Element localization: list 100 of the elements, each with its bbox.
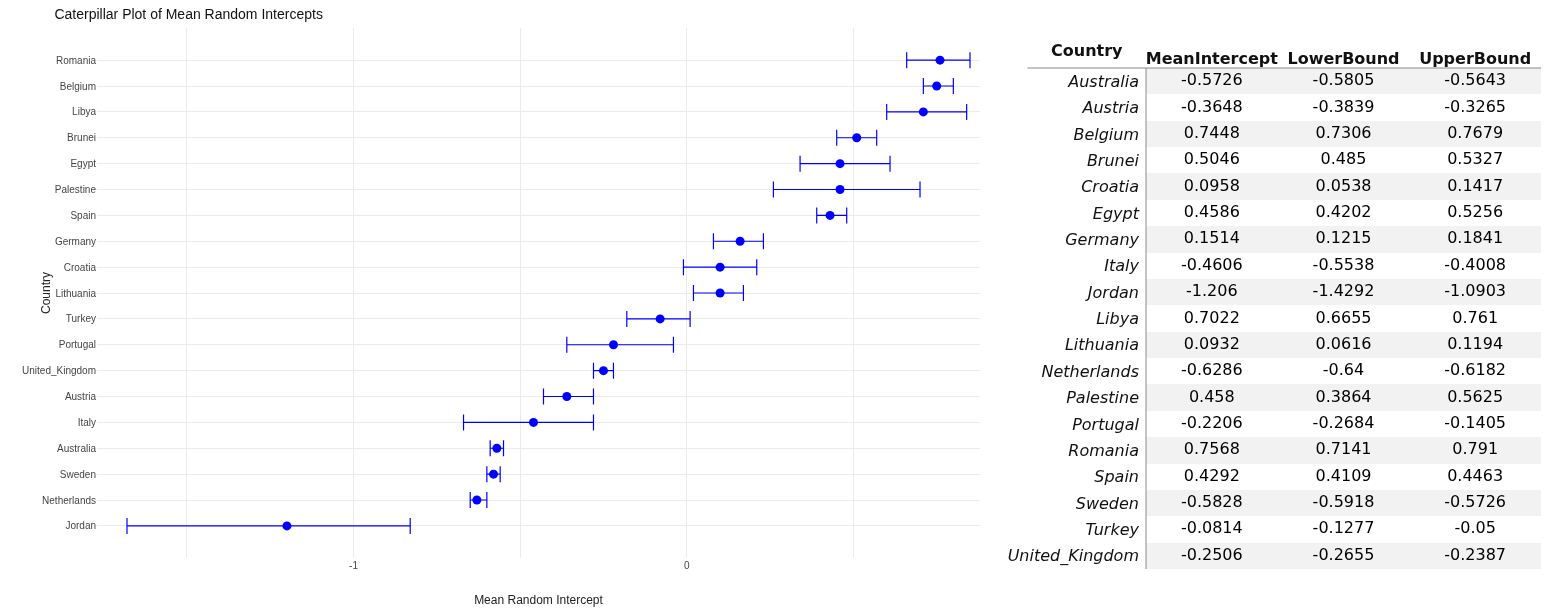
data-label: -0.5918 <box>1312 492 1375 512</box>
category-label: Italy <box>1104 256 1140 276</box>
category-label: Portugal <box>1072 414 1140 434</box>
data-label: 0.0958 <box>1183 175 1240 195</box>
category-label: Palestine <box>1066 388 1140 408</box>
x-tick-label: -1 <box>349 560 359 571</box>
y-tick-label: Croatia <box>63 261 97 273</box>
data-label: 0.4463 <box>1447 465 1504 485</box>
point <box>282 521 292 531</box>
point <box>715 288 725 298</box>
y-tick-label: Lithuania <box>55 287 97 299</box>
point <box>852 133 862 143</box>
point <box>935 55 945 65</box>
data-label: 0.1514 <box>1183 228 1240 248</box>
chart-title: Caterpillar Plot of Mean Random Intercepts <box>54 5 323 22</box>
data-label: 0.7306 <box>1315 122 1372 142</box>
y-tick-label: Jordan <box>65 520 96 532</box>
category-label: Austria <box>1081 98 1139 118</box>
point <box>529 417 538 427</box>
data-label: 0.1417 <box>1447 175 1504 195</box>
text: Country <box>1051 41 1124 60</box>
y-tick-label: Belgium <box>59 80 96 92</box>
data-label: -0.3265 <box>1444 96 1507 116</box>
data-label: -0.3839 <box>1312 96 1375 116</box>
data-label: 0.485 <box>1320 149 1367 169</box>
point <box>715 262 725 272</box>
data-label: -1.4292 <box>1312 281 1375 301</box>
data-label: 0.5256 <box>1447 202 1504 222</box>
data-label: 0.791 <box>1452 439 1499 459</box>
data-label: -0.4008 <box>1444 254 1507 274</box>
y-tick-label: Palestine <box>54 184 97 195</box>
legend-label: LowerBound <box>1287 48 1400 68</box>
data-label: 0.4202 <box>1315 202 1372 222</box>
point <box>655 314 665 324</box>
y-tick-label: Egypt <box>70 158 97 170</box>
data-label: 0.5625 <box>1447 386 1504 406</box>
data-label: 0.761 <box>1452 307 1499 327</box>
point <box>472 495 482 505</box>
data-label: 0.1841 <box>1447 228 1504 248</box>
category-label: Belgium <box>1073 124 1139 144</box>
data-label: 0.458 <box>1188 386 1235 406</box>
series-label: MeanIntercept <box>1145 48 1279 68</box>
category-label: Australia <box>1067 71 1139 91</box>
data-label: 0.4109 <box>1315 465 1372 485</box>
data-label: -0.2206 <box>1180 412 1243 432</box>
data-label: 0.7679 <box>1447 122 1504 142</box>
category-label: Lithuania <box>1064 335 1139 355</box>
x-axis-title: Mean Random Intercept <box>474 593 604 607</box>
legend-label: UpperBound <box>1419 48 1532 68</box>
data-label: 0.5046 <box>1183 149 1240 169</box>
data-label: 0.0538 <box>1315 175 1372 195</box>
data-label: -0.05 <box>1454 518 1496 538</box>
point <box>932 81 942 91</box>
category-label: Jordan <box>1084 282 1139 302</box>
data-label: -0.5828 <box>1180 492 1243 512</box>
data-label: -0.5805 <box>1312 70 1375 90</box>
data-label: -0.5726 <box>1444 492 1507 512</box>
point <box>918 107 928 117</box>
data-label: 0.1215 <box>1315 228 1372 248</box>
point <box>608 340 618 350</box>
y-tick-label: Netherlands <box>42 494 96 506</box>
data-label: 0.4586 <box>1183 202 1240 222</box>
category-label: Spain <box>1094 467 1139 487</box>
data-label: -0.4606 <box>1180 254 1243 274</box>
data-label: -0.1405 <box>1444 412 1507 432</box>
y-tick-label: Brunei <box>67 132 96 144</box>
y-tick-label: Romania <box>55 54 97 66</box>
y-tick-label: Libya <box>72 106 97 118</box>
x-tick-label: 0 <box>684 560 690 571</box>
data-label: -0.6286 <box>1180 360 1243 380</box>
y-tick-label: Turkey <box>65 313 96 325</box>
data-label: 0.0616 <box>1315 333 1372 353</box>
data-label: -1.0903 <box>1444 281 1507 301</box>
point <box>562 392 572 401</box>
data-label: -1.206 <box>1186 281 1238 301</box>
data-label: 0.0932 <box>1183 333 1240 353</box>
point <box>835 185 845 194</box>
y-tick-label: Austria <box>64 391 97 402</box>
data-label: 0.5327 <box>1447 149 1504 169</box>
data-label: -0.3648 <box>1180 96 1243 116</box>
category-label: Brunei <box>1086 150 1140 170</box>
data-label: 0.4292 <box>1183 465 1240 485</box>
data-label: 0.7568 <box>1183 439 1240 459</box>
category-label: United_Kingdom <box>1007 546 1139 567</box>
data-label: -0.2655 <box>1312 544 1375 564</box>
data-label: -0.0814 <box>1180 518 1243 538</box>
data-label: -0.5538 <box>1312 254 1375 274</box>
data-label: 0.7141 <box>1315 439 1372 459</box>
data-label: -0.2387 <box>1444 544 1507 564</box>
data-label: 0.7448 <box>1183 122 1240 142</box>
point <box>825 210 835 220</box>
data-label: -0.64 <box>1322 360 1365 380</box>
data-label: 0.7022 <box>1183 307 1240 327</box>
category-label: Sweden <box>1075 493 1139 513</box>
y-tick-label: Italy <box>77 416 96 428</box>
y-tick-label: Germany <box>54 235 96 247</box>
y-tick-label: Sweden <box>59 468 96 480</box>
data-label: -0.2506 <box>1180 544 1243 564</box>
data-label: 0.3864 <box>1315 386 1372 406</box>
y-axis-title: Country <box>39 271 54 315</box>
